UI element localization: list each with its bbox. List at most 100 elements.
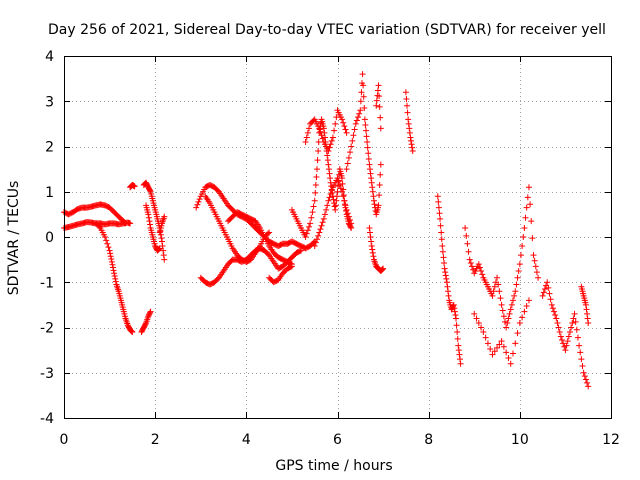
data-point-trail xyxy=(556,329,563,336)
x-tick-label: 10 xyxy=(511,432,529,448)
data-point-trail xyxy=(105,244,112,251)
data-point xyxy=(548,301,555,308)
data-point-trail xyxy=(549,305,556,312)
data-point xyxy=(348,143,355,150)
data-point-trail xyxy=(520,234,527,240)
data-point-trail xyxy=(147,309,154,316)
data-point-trail xyxy=(333,193,340,200)
series-seg-2p1 xyxy=(156,213,168,236)
data-point-trail xyxy=(495,281,502,288)
data-point xyxy=(437,215,444,222)
data-point xyxy=(489,292,496,299)
data-point xyxy=(457,360,464,367)
data-point-trail xyxy=(573,326,580,333)
data-point-trail xyxy=(482,334,489,341)
data-point-trail xyxy=(565,333,572,340)
data-point-trail xyxy=(109,261,116,268)
data-point-trail xyxy=(356,110,363,117)
data-point-trail xyxy=(519,314,526,321)
data-point-trail xyxy=(404,109,411,116)
data-point xyxy=(307,220,314,227)
data-point-trail xyxy=(504,319,511,326)
data-point xyxy=(375,202,382,209)
x-axis-label: GPS time / hours xyxy=(275,458,392,474)
data-point-trail xyxy=(369,188,376,195)
data-point-trail xyxy=(365,150,372,157)
data-point xyxy=(377,161,384,168)
data-point-trail xyxy=(444,283,451,290)
data-point xyxy=(161,256,168,263)
data-point-trail xyxy=(496,341,503,348)
data-point-trail xyxy=(439,248,446,255)
series-burst-5-6-b xyxy=(302,107,350,155)
data-point xyxy=(348,220,355,227)
data-point xyxy=(377,125,384,132)
data-point-trail xyxy=(570,315,577,322)
data-point-trail xyxy=(505,355,512,362)
data-point xyxy=(439,243,446,250)
data-point xyxy=(455,342,462,349)
series-arc-4-mid xyxy=(225,209,295,268)
series-cluster-10-11 xyxy=(539,279,592,390)
data-point-trail xyxy=(577,349,584,356)
data-point xyxy=(402,89,409,96)
data-point-trail xyxy=(367,170,374,177)
data-point-trail xyxy=(494,344,501,351)
data-point-trail xyxy=(465,248,472,255)
x-tick-labels: 0 2 4 6 8 10 12 xyxy=(60,432,620,448)
data-point-trail xyxy=(313,174,320,181)
data-point xyxy=(480,329,487,336)
data-points xyxy=(61,71,592,390)
data-point-trail xyxy=(509,297,516,304)
data-point xyxy=(266,229,273,236)
data-point-trail xyxy=(582,376,589,383)
data-point-trail xyxy=(331,203,338,210)
data-point-trail xyxy=(584,310,591,317)
data-point-trail xyxy=(366,229,373,236)
data-point xyxy=(582,301,589,308)
series-arc-upper-early xyxy=(61,201,129,227)
data-point-trail xyxy=(581,373,588,380)
data-point xyxy=(159,238,166,245)
y-tick-label: -3 xyxy=(40,366,54,382)
data-point-trail xyxy=(529,235,536,242)
data-point-trail xyxy=(112,275,119,282)
data-point-trail xyxy=(523,303,530,310)
series-arc-3-upper xyxy=(193,181,318,252)
data-point-trail xyxy=(350,132,357,139)
data-point-trail xyxy=(513,281,520,288)
data-point-trail xyxy=(519,243,526,250)
data-point xyxy=(334,175,341,182)
data-point-trail xyxy=(368,175,375,182)
data-point-trail xyxy=(584,315,591,322)
data-point-trail xyxy=(451,305,458,312)
data-point-trail xyxy=(108,256,115,263)
data-point-trail xyxy=(442,269,449,276)
data-point-trail xyxy=(317,128,324,135)
data-point xyxy=(453,315,460,322)
data-point-trail xyxy=(312,239,319,246)
series-seg-6p9-top xyxy=(373,82,384,132)
y-tick-label: -2 xyxy=(40,321,54,337)
data-point xyxy=(108,258,115,265)
series-cluster-9-10 xyxy=(462,184,542,331)
data-point-trail xyxy=(347,149,354,156)
data-point-trail xyxy=(464,240,471,247)
data-point-trail xyxy=(478,267,485,274)
data-point-trail xyxy=(146,218,153,225)
data-point xyxy=(443,279,450,286)
data-point-trail xyxy=(379,266,386,273)
data-point-trail xyxy=(327,175,334,182)
y-tick-labels: -4 -3 -2 -1 0 1 2 3 4 xyxy=(40,49,54,427)
data-point-trail xyxy=(403,95,410,102)
data-point-trail xyxy=(324,157,331,164)
data-point-trail xyxy=(531,257,538,264)
x-tick-label: 4 xyxy=(242,432,251,448)
data-point xyxy=(329,134,336,141)
data-point xyxy=(539,292,546,299)
data-point-trail xyxy=(568,324,575,331)
data-point-trail xyxy=(487,345,494,352)
series-cross-3 xyxy=(202,193,273,265)
data-point xyxy=(316,229,323,236)
data-point-trail xyxy=(377,114,384,121)
